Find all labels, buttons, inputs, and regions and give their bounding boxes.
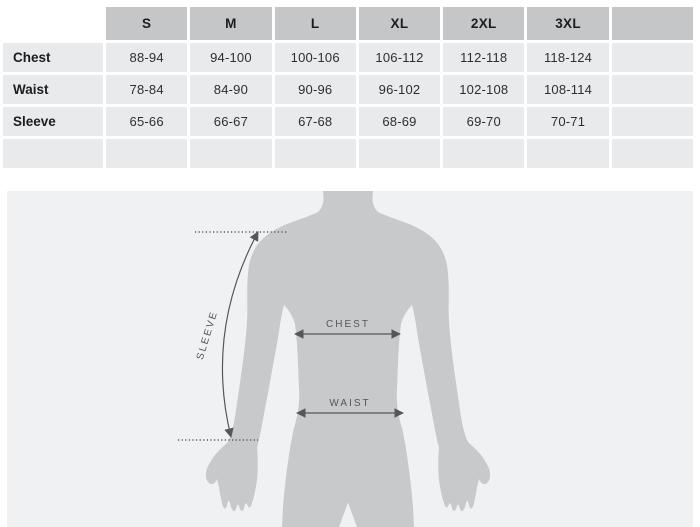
size-value-cell	[611, 75, 693, 104]
size-header-row: S M L XL 2XL 3XL	[3, 7, 693, 40]
size-value-cell: 106-112	[358, 43, 441, 72]
size-value-cell: 66-67	[190, 107, 272, 136]
size-column-header: XL	[358, 7, 441, 40]
sleeve-label: SLEEVE	[195, 309, 220, 361]
size-value-cell	[106, 139, 188, 168]
size-value-cell: 69-70	[443, 107, 525, 136]
size-value-cell: 100-106	[274, 43, 356, 72]
size-value-cell	[443, 139, 525, 168]
measurement-diagram: CHEST WAIST SLEEVE	[178, 191, 491, 527]
size-value-cell	[274, 139, 356, 168]
corner-cell	[3, 7, 103, 40]
table-row	[3, 139, 693, 168]
size-value-cell	[611, 107, 693, 136]
size-value-cell: 102-108	[443, 75, 525, 104]
size-value-cell: 94-100	[190, 43, 272, 72]
sleeve-arrow	[221, 231, 259, 438]
size-column-header: 3XL	[527, 7, 609, 40]
size-value-cell	[190, 139, 272, 168]
size-column-header: S	[106, 7, 188, 40]
size-value-cell	[611, 43, 693, 72]
waist-label: WAIST	[329, 398, 370, 409]
size-value-cell	[611, 139, 693, 168]
size-value-cell: 96-102	[358, 75, 441, 104]
table-row: Sleeve 65-66 66-67 67-68 68-69 69-70 70-71	[3, 107, 693, 136]
size-value-cell: 78-84	[106, 75, 188, 104]
size-value-cell: 68-69	[358, 107, 441, 136]
size-value-cell: 88-94	[106, 43, 188, 72]
body-silhouette	[205, 191, 491, 527]
size-column-header	[611, 7, 693, 40]
row-label: Waist	[3, 75, 103, 104]
row-label	[3, 139, 103, 168]
size-value-cell: 65-66	[106, 107, 188, 136]
size-value-cell: 70-71	[527, 107, 609, 136]
size-value-cell: 118-124	[527, 43, 609, 72]
size-value-cell: 108-114	[527, 75, 609, 104]
size-chart-table: S M L XL 2XL 3XL Chest 88-94 94-100 100-106 106-1…	[0, 4, 696, 171]
table-row: Waist 78-84 84-90 90-96 96-102 102-108 108-114	[3, 75, 693, 104]
size-value-cell: 67-68	[274, 107, 356, 136]
size-column-header: 2XL	[443, 7, 525, 40]
size-column-header: L	[274, 7, 356, 40]
row-label: Chest	[3, 43, 103, 72]
size-column-header: M	[190, 7, 272, 40]
size-value-cell	[358, 139, 441, 168]
size-value-cell: 112-118	[443, 43, 525, 72]
chest-label: CHEST	[326, 319, 370, 330]
size-value-cell: 90-96	[274, 75, 356, 104]
measurement-diagram-panel: CHEST WAIST SLEEVE	[7, 191, 693, 527]
size-value-cell	[527, 139, 609, 168]
row-label: Sleeve	[3, 107, 103, 136]
size-value-cell: 84-90	[190, 75, 272, 104]
table-row: Chest 88-94 94-100 100-106 106-112 112-118 118…	[3, 43, 693, 72]
